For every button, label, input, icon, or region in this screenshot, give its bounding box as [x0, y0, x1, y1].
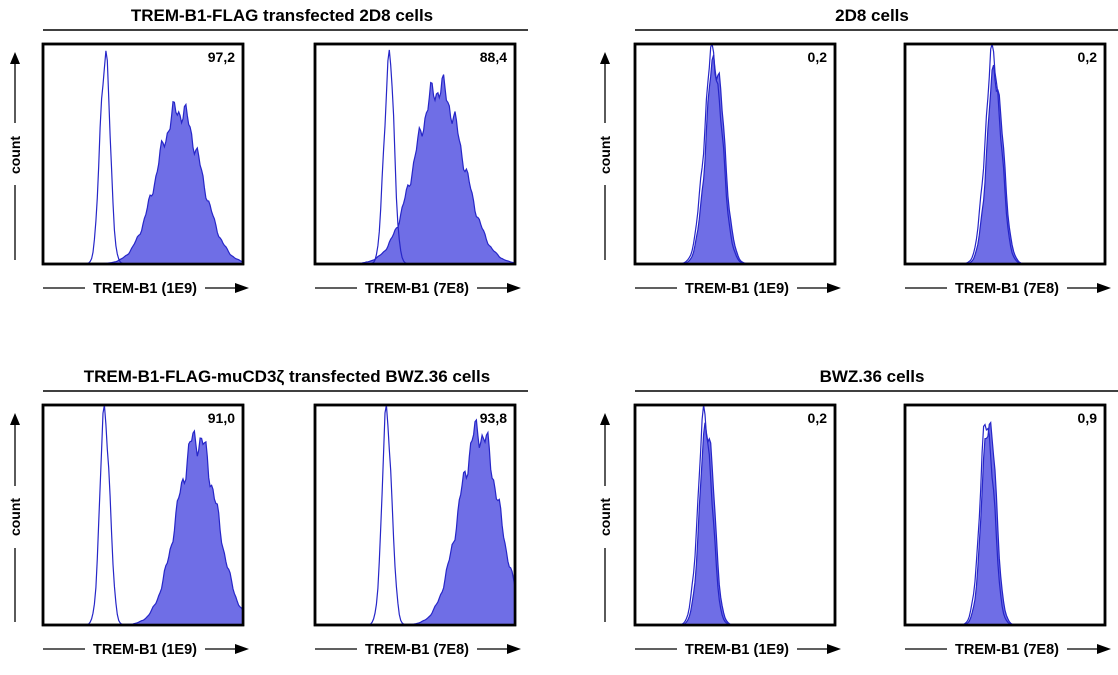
x-axis-arrowhead	[507, 283, 521, 293]
y-axis-arrow-4: count	[597, 413, 613, 622]
stained-histogram	[635, 54, 835, 264]
x-axis-label: TREM-B1 (1E9)	[685, 642, 789, 658]
percent-positive-label: 0,9	[1078, 410, 1098, 426]
y-axis-arrow-1: count	[7, 52, 23, 260]
plot-frame	[633, 42, 837, 266]
histogram-panel-2: 88,4 TREM-B1 (7E8)	[313, 42, 521, 297]
x-axis-arrowhead	[1097, 644, 1111, 654]
stained-histogram	[905, 421, 1105, 625]
x-axis-arrowhead	[827, 283, 841, 293]
y-axis-label-4: count	[597, 498, 613, 536]
group-title-2: 2D8 cells	[835, 6, 909, 25]
control-histogram	[905, 44, 1105, 264]
control-histogram	[635, 44, 835, 264]
stained-histogram	[43, 100, 243, 264]
control-histogram	[905, 423, 1105, 625]
x-axis-label: TREM-B1 (1E9)	[685, 281, 789, 297]
group-title-4: BWZ.36 cells	[820, 367, 925, 386]
histogram-panel-4: 0,2 TREM-B1 (7E8)	[903, 42, 1111, 297]
histogram-panel-3: 0,2 TREM-B1 (1E9)	[633, 42, 841, 297]
x-axis-label: TREM-B1 (7E8)	[365, 642, 469, 658]
plot-frame	[903, 403, 1107, 627]
histogram-panel-5: 91,0 TREM-B1 (1E9)	[41, 403, 249, 658]
group-title-1: TREM-B1-FLAG transfected 2D8 cells	[131, 6, 433, 25]
histogram-panel-8: 0,9 TREM-B1 (7E8)	[903, 403, 1111, 658]
y-axis-arrow-2: count	[597, 52, 613, 260]
percent-positive-label: 91,0	[208, 410, 235, 426]
percent-positive-label: 88,4	[480, 49, 507, 65]
x-axis-label: TREM-B1 (1E9)	[93, 642, 197, 658]
x-axis-arrowhead	[507, 644, 521, 654]
histogram-panel-1: 97,2 TREM-B1 (1E9)	[41, 42, 249, 297]
histogram-panel-6: 93,8 TREM-B1 (7E8)	[313, 403, 521, 658]
y-axis-arrow-3: count	[7, 413, 23, 622]
x-axis-label: TREM-B1 (1E9)	[93, 281, 197, 297]
x-axis-arrowhead	[235, 283, 249, 293]
x-axis-label: TREM-B1 (7E8)	[955, 642, 1059, 658]
plot-frame	[633, 403, 837, 627]
stained-histogram	[43, 429, 243, 625]
percent-positive-label: 0,2	[1078, 49, 1098, 65]
y-axis-label-2: count	[597, 136, 613, 174]
percent-positive-label: 0,2	[808, 410, 828, 426]
x-axis-arrowhead	[827, 644, 841, 654]
x-axis-label: TREM-B1 (7E8)	[365, 281, 469, 297]
percent-positive-label: 97,2	[208, 49, 235, 65]
x-axis-arrowhead	[235, 644, 249, 654]
y-axis-label-3: count	[7, 498, 23, 536]
percent-positive-label: 93,8	[480, 410, 507, 426]
histogram-panel-7: 0,2 TREM-B1 (1E9)	[633, 403, 841, 658]
stained-histogram	[905, 64, 1105, 264]
x-axis-arrowhead	[1097, 283, 1111, 293]
stained-histogram	[315, 418, 515, 625]
y-axis-label-1: count	[7, 136, 23, 174]
group-title-3: TREM-B1-FLAG-muCD3ζ transfected BWZ.36 c…	[84, 367, 490, 386]
percent-positive-label: 0,2	[808, 49, 828, 65]
x-axis-label: TREM-B1 (7E8)	[955, 281, 1059, 297]
